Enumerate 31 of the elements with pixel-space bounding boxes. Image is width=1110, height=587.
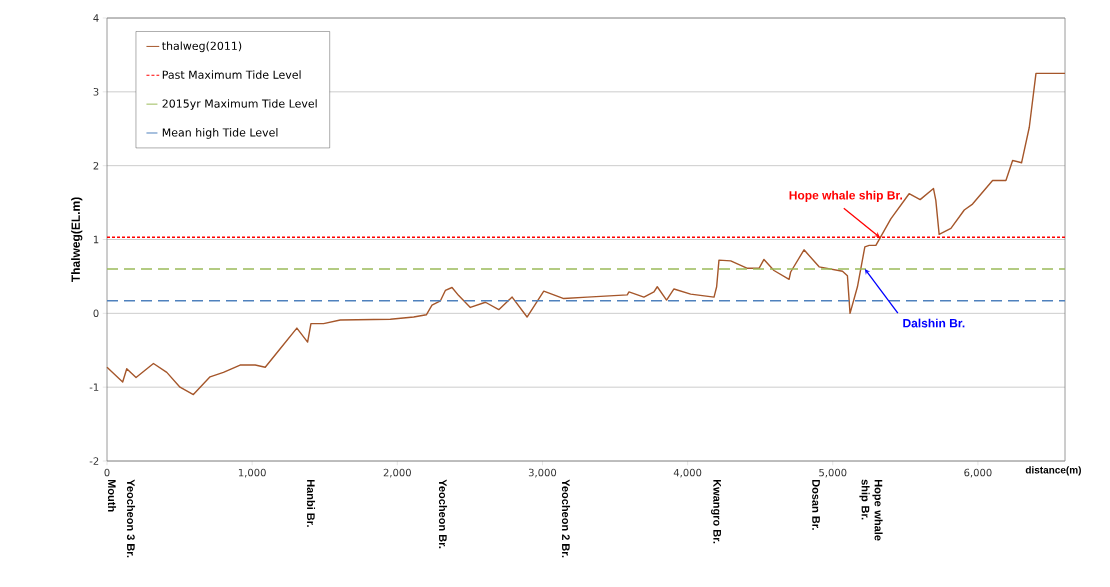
y-tick-label: -2 (89, 457, 99, 465)
x-tick-label: 1,000 (238, 468, 266, 478)
text: Kwangro Br. (711, 479, 721, 544)
text: Dosan Br. (812, 479, 820, 530)
y-tick-label: -1 (89, 383, 99, 391)
text: Yeocheon 3 Br. (126, 479, 136, 558)
x-axis-title: distance(m) (1025, 466, 1081, 476)
y-tick-label: 2 (93, 161, 99, 170)
x-tick-label: 6,000 (964, 468, 992, 478)
text: Yeocheon 2 Br. (561, 479, 571, 558)
y-axis-title: Thalweg(EL.m) (71, 197, 83, 283)
y-tick-label: 4 (93, 14, 99, 22)
legend-label: Mean high Tide Level (162, 128, 278, 139)
text: Mouth (107, 479, 117, 512)
line-series (106, 72, 1066, 396)
y-tick-label: 1 (93, 235, 99, 244)
x-tick-label: 5,000 (819, 468, 847, 478)
text: Hanbi Br. (306, 479, 316, 527)
legend-label: 2015yr Maximum Tide Level (162, 99, 317, 110)
annotation: Hope whale ship Br. (789, 190, 902, 202)
annotation: Dalshin Br. (903, 318, 965, 328)
text: Hope whale ship Br. (859, 479, 883, 541)
x-tick-label: 2,000 (383, 468, 411, 478)
x-tick-label: 0 (104, 468, 110, 477)
legend-label: thalweg(2011) (162, 41, 242, 53)
y-tick-label: 0 (93, 309, 99, 318)
x-tick-label: 4,000 (673, 468, 702, 478)
y-tick-label: 3 (93, 88, 99, 96)
legend-label: Past Maximum Tide Level (162, 70, 301, 79)
x-tick-label: 3,000 (528, 468, 557, 478)
text: Yeocheon Br. (438, 479, 448, 549)
